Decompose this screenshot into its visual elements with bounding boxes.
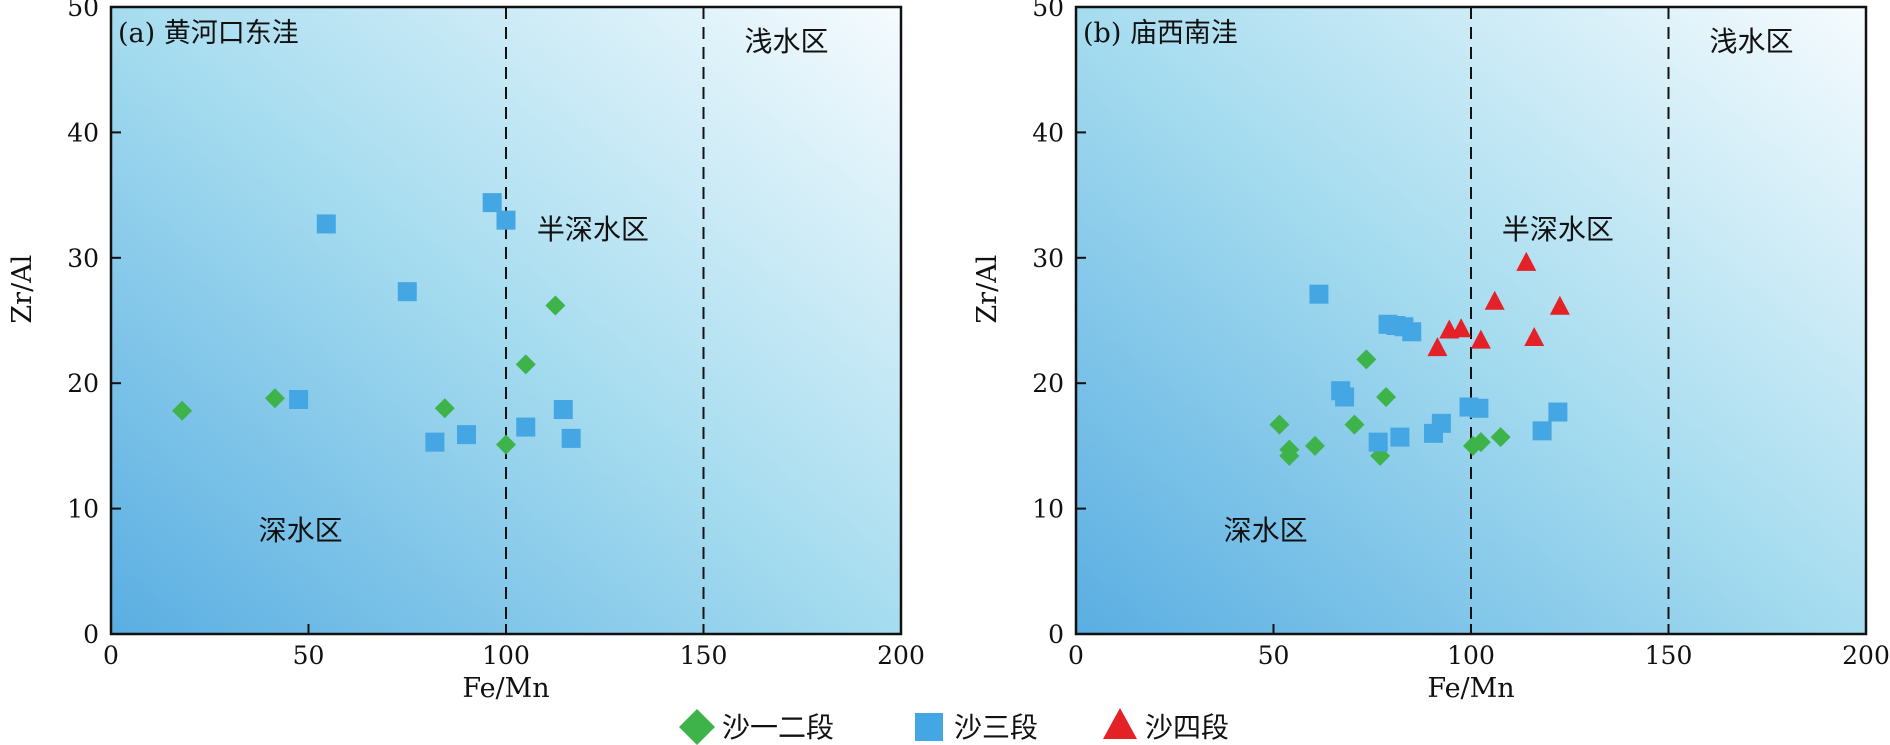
zone-label: 浅水区 [1709, 25, 1793, 58]
zone-label: 浅水区 [744, 25, 828, 58]
x-tick-label: 50 [1258, 641, 1290, 670]
y-tick-label: 30 [67, 244, 99, 273]
plot-background [1076, 7, 1866, 634]
y-tick-label: 50 [1032, 0, 1064, 22]
legend-marker-diamond [679, 709, 715, 745]
point-square [496, 210, 516, 230]
x-tick-label: 0 [1068, 641, 1084, 670]
legend-label: 沙三段 [954, 711, 1038, 744]
point-diamond [1279, 445, 1300, 466]
y-tick-label: 40 [1032, 118, 1064, 147]
point-square [1335, 387, 1355, 407]
point-diamond [264, 388, 285, 409]
point-diamond [545, 295, 566, 316]
panel-title: (a) 黄河口东洼 [118, 18, 299, 49]
x-tick-label: 50 [293, 641, 325, 670]
point-square [482, 193, 502, 213]
y-tick-label: 30 [1032, 244, 1064, 273]
y-tick-label: 20 [67, 369, 99, 398]
point-square [1402, 322, 1422, 342]
zone-label: 半深水区 [537, 213, 649, 246]
legend-label: 沙四段 [1145, 711, 1229, 744]
point-square [1469, 398, 1489, 418]
point-diamond [1470, 432, 1491, 453]
point-triangle [1549, 295, 1570, 315]
y-tick-label: 50 [67, 0, 99, 22]
point-triangle [1516, 251, 1537, 271]
legend: 沙一二段 沙三段 沙四段 [679, 708, 1229, 745]
x-tick-label: 0 [103, 641, 119, 670]
y-tick-label: 10 [1032, 495, 1064, 524]
legend-marker-triangle [1103, 708, 1137, 739]
point-square [1532, 421, 1552, 441]
point-square [553, 400, 573, 420]
y-tick-label: 0 [83, 620, 99, 649]
y-axis-title: Zr/Al [972, 255, 1003, 324]
point-diamond [1356, 349, 1377, 370]
point-square [1368, 432, 1388, 452]
point-diamond [496, 434, 516, 455]
point-diamond [434, 398, 455, 419]
point-diamond [515, 354, 536, 375]
point-diamond [1269, 414, 1290, 435]
point-triangle [1484, 290, 1505, 310]
y-tick-label: 10 [67, 495, 99, 524]
legend-item-sha4: 沙四段 [1103, 708, 1229, 744]
x-tick-label: 150 [680, 641, 728, 670]
point-diamond [172, 400, 193, 421]
point-diamond [1344, 414, 1365, 435]
x-axis-title: Fe/Mn [462, 673, 549, 704]
point-diamond [1490, 427, 1511, 448]
zone-label: 半深水区 [1502, 213, 1614, 246]
y-axis-title: Zr/Al [7, 255, 38, 324]
point-square [316, 214, 336, 234]
y-tick-label: 40 [67, 118, 99, 147]
point-diamond [1304, 435, 1325, 456]
x-tick-label: 100 [1447, 641, 1495, 670]
point-diamond [1376, 386, 1397, 407]
point-triangle [1524, 327, 1545, 347]
legend-label: 沙一二段 [722, 711, 834, 744]
legend-marker-square [915, 713, 943, 741]
point-square [516, 417, 536, 437]
x-tick-label: 200 [877, 641, 925, 670]
legend-item-sha3: 沙三段 [915, 711, 1038, 744]
y-tick-label: 20 [1032, 369, 1064, 398]
point-square [425, 432, 445, 452]
x-axis-title: Fe/Mn [1427, 673, 1514, 704]
point-triangle [1470, 329, 1491, 349]
x-tick-label: 100 [482, 641, 530, 670]
point-square [1309, 284, 1329, 304]
point-square [1390, 427, 1410, 447]
point-square [397, 282, 417, 302]
point-square [457, 425, 476, 445]
chart-panel: 深水区 半深水区 浅水区 (b) 庙西南洼 0 50 100 150 200 0 10 20 30 40 5… [972, 0, 1890, 704]
legend-item-sha12: 沙一二段 [679, 709, 834, 745]
x-tick-label: 200 [1842, 641, 1890, 670]
x-tick-label: 150 [1645, 641, 1693, 670]
panel-title: (b) 庙西南洼 [1083, 18, 1238, 49]
point-square [289, 390, 309, 410]
zone-label: 深水区 [259, 514, 343, 547]
chart-panel: 深水区 半深水区 浅水区 (a) 黄河口东洼 0 50 100 150 200 0 10 20 30 40… [7, 0, 925, 704]
point-square [561, 428, 581, 448]
point-square [1548, 402, 1568, 422]
zone-label: 深水区 [1224, 514, 1308, 547]
point-square [1431, 413, 1451, 433]
point-triangle [1451, 318, 1472, 338]
y-tick-label: 0 [1048, 620, 1064, 649]
plot-background [111, 7, 901, 634]
point-triangle [1427, 337, 1448, 357]
